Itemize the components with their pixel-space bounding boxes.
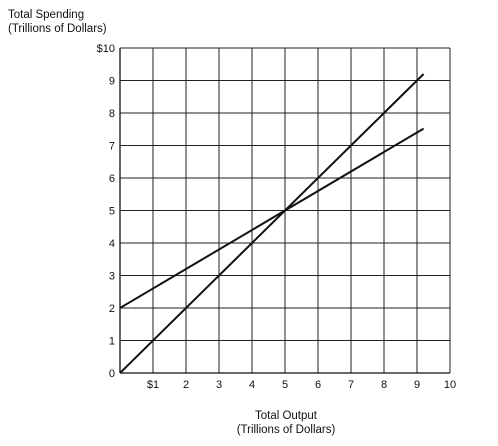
- tick-labels: $1 2 3 4 5 6 7 8 9 10 0 1 2 3 4 5 6 7 8 9 $10: [97, 43, 456, 391]
- grid: [120, 47, 451, 373]
- y-tick-label: 9: [109, 76, 115, 88]
- series-line-1: [119, 73, 425, 374]
- y-tick-label: $10: [97, 43, 115, 55]
- y-tick-label: 2: [109, 303, 115, 315]
- y-axis-subtitle: (Trillions of Dollars): [8, 23, 107, 35]
- y-tick-label: 3: [109, 271, 115, 283]
- x-tick-label: 4: [249, 379, 255, 391]
- x-tick-label: 2: [183, 379, 189, 391]
- x-tick-label: $1: [147, 379, 159, 391]
- x-tick-label: 8: [381, 379, 387, 391]
- series-line-2: [119, 127, 425, 309]
- y-tick-label: 4: [109, 238, 115, 250]
- x-axis-title: Total Output: [255, 410, 318, 422]
- x-tick-label: 9: [414, 379, 420, 391]
- x-axis-subtitle: (Trillions of Dollars): [237, 424, 336, 436]
- y-axis-title: Total Spending: [8, 9, 84, 21]
- axes: [119, 48, 450, 374]
- y-tick-label: 5: [109, 206, 115, 218]
- series-lines: [119, 73, 425, 374]
- x-tick-label: 6: [315, 379, 321, 391]
- x-tick-label: 10: [444, 379, 456, 391]
- x-tick-label: 5: [282, 379, 288, 391]
- y-tick-label: 8: [109, 108, 115, 120]
- y-tick-label: 1: [109, 336, 115, 348]
- y-tick-label: 6: [109, 173, 115, 185]
- y-tick-label: 7: [109, 141, 115, 153]
- x-tick-label: 3: [216, 379, 222, 391]
- y-tick-label: 0: [109, 368, 115, 380]
- x-tick-label: 7: [348, 379, 354, 391]
